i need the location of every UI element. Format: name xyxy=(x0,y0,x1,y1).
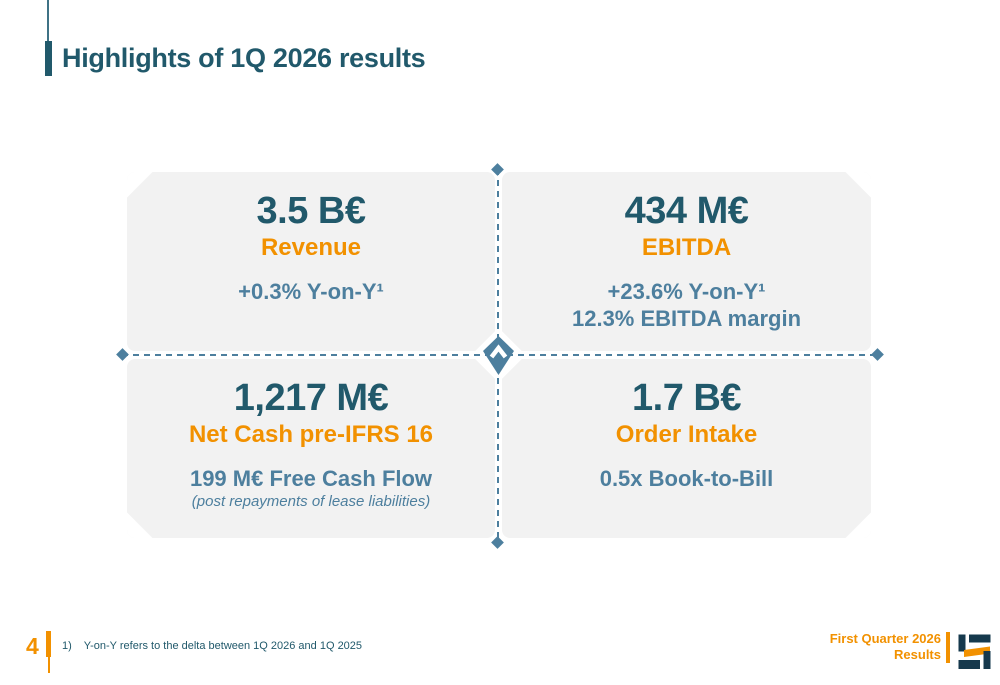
ebitda-margin-stat: 12.3% EBITDA margin xyxy=(571,306,802,331)
revenue-label: Revenue xyxy=(260,234,362,261)
net-cash-label: Net Cash pre-IFRS 16 xyxy=(188,421,434,448)
footnote: 1) Y-on-Y refers to the delta between 1Q … xyxy=(62,640,362,653)
card-order-intake: 1.7 B€ Order Intake 0.5x Book-to-Bill xyxy=(502,359,871,538)
card-net-cash: 1,217 M€ Net Cash pre-IFRS 16 199 M€ Fre… xyxy=(127,359,495,538)
page-title: Highlights of 1Q 2026 results xyxy=(62,43,426,73)
revenue-yoy-stat: +0.3% Y-on-Y¹ xyxy=(238,279,384,304)
ebitda-label: EBITDA xyxy=(641,234,732,261)
footer-accent-bar xyxy=(946,632,950,663)
order-intake-label: Order Intake xyxy=(615,421,758,448)
diamond-endpoint-icon xyxy=(116,348,129,361)
net-cash-value: 1,217 M€ xyxy=(233,377,389,419)
order-intake-value: 1.7 B€ xyxy=(632,377,741,419)
revenue-value: 3.5 B€ xyxy=(256,190,366,232)
free-cash-flow-note: (post repayments of lease liabilities) xyxy=(191,493,431,510)
footer-deck-title: First Quarter 2026 Results xyxy=(830,631,941,663)
title-accent-bar xyxy=(45,41,52,76)
diamond-endpoint-icon xyxy=(871,348,884,361)
footnote-text: Y-on-Y refers to the delta between 1Q 20… xyxy=(83,640,363,652)
footer-deck-title-line1: First Quarter 2026 xyxy=(829,631,941,646)
free-cash-flow-stat: 199 M€ Free Cash Flow xyxy=(189,466,433,491)
page-number: 4 xyxy=(26,633,39,659)
card-revenue: 3.5 B€ Revenue +0.3% Y-on-Y¹ xyxy=(127,172,495,351)
page-number-accent-tail xyxy=(48,657,50,673)
card-ebitda: 434 M€ EBITDA +23.6% Y-on-Y¹ 12.3% EBITD… xyxy=(502,172,871,351)
footer-deck-title-line2: Results xyxy=(894,647,941,662)
footnote-marker: 1) xyxy=(62,640,72,652)
book-to-bill-stat: 0.5x Book-to-Bill xyxy=(599,466,774,491)
top-guide-line xyxy=(47,0,49,42)
ebitda-yoy-stat: +23.6% Y-on-Y¹ xyxy=(607,279,766,304)
page-number-accent-bar xyxy=(46,631,51,657)
company-s-logo xyxy=(958,634,991,669)
diamond-endpoint-icon xyxy=(491,536,504,549)
diamond-chevron-up-icon xyxy=(483,336,514,375)
ebitda-value: 434 M€ xyxy=(624,190,749,232)
